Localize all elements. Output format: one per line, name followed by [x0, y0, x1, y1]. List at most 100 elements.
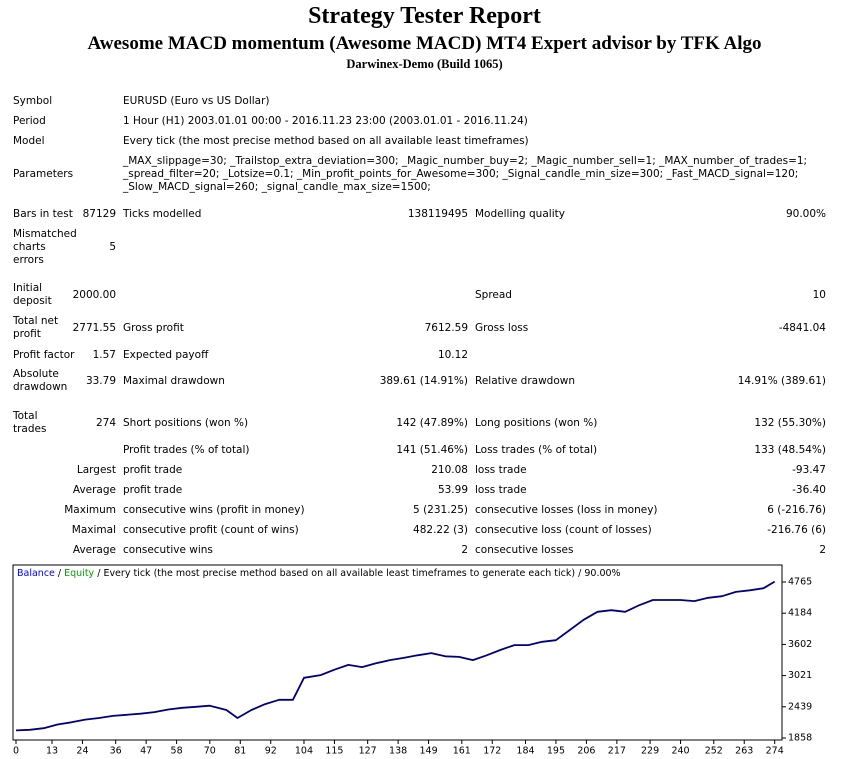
- text-line: drawdown: [13, 381, 68, 393]
- text-line: Model: [13, 134, 45, 147]
- row-label: Period: [13, 115, 46, 128]
- legend-separator: /: [575, 568, 584, 579]
- row-value: 132 (55.30%): [754, 416, 826, 429]
- row-label: Total net profit: [13, 315, 58, 341]
- subtitle: Awesome MACD momentum (Awesome MACD) MT4…: [87, 33, 762, 54]
- text-line: EURUSD (Euro vs US Dollar): [123, 94, 270, 107]
- row-label: Average: [73, 544, 116, 557]
- row-label: Average: [73, 484, 116, 497]
- row-value: -36.40: [792, 483, 826, 496]
- text-line: Parameters: [13, 167, 74, 180]
- text-line: _MAX_slippage=30; _Trailstop_extra_devia…: [123, 154, 808, 167]
- x-tick-label: 195: [547, 746, 565, 757]
- text-line: Largest: [76, 463, 116, 476]
- text-line: Initial: [13, 282, 43, 294]
- legend-separator: /: [94, 568, 103, 579]
- row-label: Parameters: [13, 168, 73, 181]
- row-value: 133 (48.54%): [754, 443, 826, 456]
- title: Strategy Tester Report: [308, 3, 541, 29]
- legend-entry: Equity: [64, 568, 94, 579]
- row-label: Ticks modelled: [123, 207, 202, 220]
- x-tick-label: 24: [76, 746, 88, 757]
- row-label: consecutive profit (count of wins): [123, 523, 299, 536]
- row-text: Every tick (the most precise method base…: [123, 135, 529, 148]
- row-label: Loss trades (% of total): [475, 443, 598, 456]
- row-label: Maximum: [64, 504, 116, 517]
- row-value: 389.61 (14.91%): [379, 374, 468, 387]
- x-tick-label: 138: [389, 746, 407, 757]
- row-value: 14.91% (389.61): [737, 374, 826, 387]
- legend-note: 90.00%: [584, 568, 620, 579]
- y-tick-label: 4765: [788, 577, 812, 588]
- x-tick-label: 263: [735, 746, 753, 757]
- row-label: Long positions (won %): [475, 416, 598, 429]
- row-label: profit trade: [123, 463, 183, 476]
- row-value: 10.12: [437, 348, 468, 361]
- x-tick-label: 184: [516, 746, 534, 757]
- row-value: 2000.00: [72, 288, 116, 301]
- row-label: Short positions (won %): [123, 416, 249, 429]
- row-label: Gross loss: [475, 321, 529, 334]
- text-line: Total: [13, 410, 38, 422]
- x-tick-label: 274: [766, 746, 784, 757]
- row-value: 53.99: [437, 483, 468, 496]
- row-value: 1.57: [92, 348, 116, 361]
- row-label: Model: [13, 135, 45, 148]
- text-line: Bars in test: [13, 207, 73, 220]
- row-value: 90.00%: [785, 207, 826, 220]
- row-value: 210.08: [431, 463, 468, 476]
- x-tick-label: 217: [608, 746, 626, 757]
- row-value: 10: [812, 288, 826, 301]
- text-line: Maximum: [64, 503, 116, 516]
- text-line: errors: [13, 253, 44, 266]
- x-tick-label: 104: [295, 746, 313, 757]
- y-tick-label: 3602: [788, 639, 812, 650]
- text-line: 1 Hour (H1) 2003.01.01 00:00 - 2016.11.2…: [123, 114, 528, 127]
- row-value: -93.47: [792, 463, 826, 476]
- row-value: 142 (47.89%): [396, 416, 468, 429]
- server: Darwinex-Demo (Build 1065): [346, 57, 503, 71]
- row-label: consecutive wins: [123, 543, 213, 556]
- y-tick-label: 2439: [788, 701, 812, 712]
- text-line: charts: [13, 240, 46, 253]
- row-value: 7612.59: [424, 321, 468, 334]
- text-line: Profit factor: [13, 348, 75, 361]
- legend-separator: /: [55, 568, 64, 579]
- row-value: 274: [95, 416, 116, 429]
- chart-frame: [12, 564, 783, 741]
- row-label: loss trade: [475, 463, 527, 476]
- legend-entry: Balance: [17, 568, 55, 579]
- row-value: 141 (51.46%): [396, 443, 468, 456]
- row-label: Profit factor: [13, 349, 75, 362]
- balance-line: [15, 580, 776, 732]
- text-line: Symbol: [13, 94, 53, 107]
- text-line: _spread_filter=20; _Lotsize=0.1; _Min_pr…: [123, 167, 799, 180]
- row-label: consecutive losses: [475, 543, 574, 556]
- row-label: Largest: [77, 464, 116, 477]
- row-label: Gross profit: [123, 321, 184, 334]
- y-tick-label: 3021: [788, 670, 812, 681]
- row-value: 2: [819, 543, 826, 556]
- row-label: Initial deposit: [13, 282, 52, 308]
- x-tick-label: 206: [577, 746, 595, 757]
- text-line: Average: [72, 483, 116, 496]
- x-tick-label: 36: [110, 746, 122, 757]
- x-tick-label: 92: [265, 746, 277, 757]
- row-value: 2771.55: [72, 321, 116, 334]
- row-label: Total trades: [13, 410, 46, 436]
- x-tick-label: 70: [204, 746, 216, 757]
- row-label: Expected payoff: [123, 348, 209, 361]
- row-value: 6 (-216.76): [767, 503, 826, 516]
- y-tick-label: 4184: [788, 608, 812, 619]
- x-tick-label: 115: [325, 746, 343, 757]
- row-label: Mismatched charts errors: [13, 228, 77, 267]
- row-label: Profit trades (% of total): [123, 443, 250, 456]
- balance-chart: Balance / Equity / Every tick (the most …: [12, 564, 812, 757]
- row-text: _MAX_slippage=30; _Trailstop_extra_devia…: [123, 155, 807, 194]
- row-label: Symbol: [13, 95, 52, 108]
- x-tick-label: 127: [359, 746, 377, 757]
- x-tick-label: 47: [140, 746, 152, 757]
- row-value: -4841.04: [778, 321, 826, 334]
- x-tick-label: 229: [641, 746, 659, 757]
